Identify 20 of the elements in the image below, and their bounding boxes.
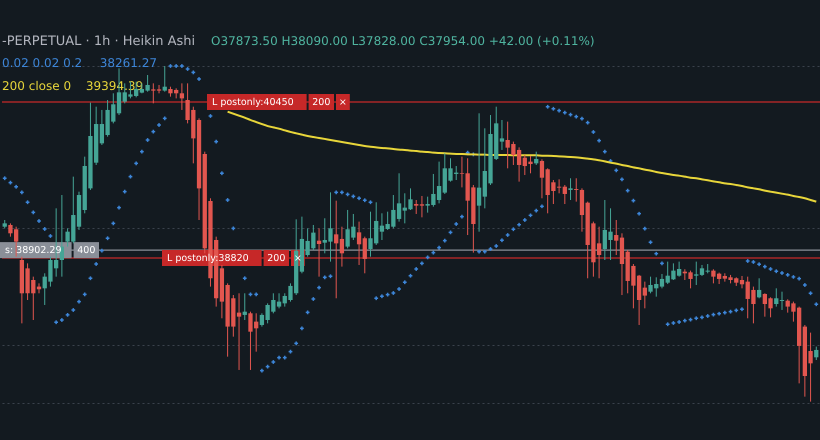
text: O37873.50 H38090.00 L37828.00 C37954.00 +42.00 (+0.11%) [211, 34, 595, 48]
candlestick [814, 346, 818, 360]
candlestick [242, 292, 247, 320]
annotation: 400 [77, 245, 96, 256]
candlestick [162, 66, 167, 92]
text: 200 close 0 [2, 79, 72, 93]
candlestick [574, 178, 578, 202]
annotation: 38261.27 [100, 56, 157, 70]
candlestick [756, 278, 762, 299]
annotation: 200 [267, 252, 286, 264]
text: -PERPETUAL · 1h · Heikin Ashi [2, 34, 196, 49]
ref-line-label: L postonly:40450 [212, 97, 294, 108]
candlestick [534, 151, 538, 166]
text: 0.02 0.02 0.2 [2, 56, 82, 70]
candlestick [316, 228, 322, 278]
candlestick [180, 82, 184, 110]
annotation: 200 [312, 97, 330, 108]
annotation: × [338, 97, 347, 108]
ref-line-label: L postonly:38820 [167, 252, 249, 264]
candlestick [60, 194, 64, 278]
